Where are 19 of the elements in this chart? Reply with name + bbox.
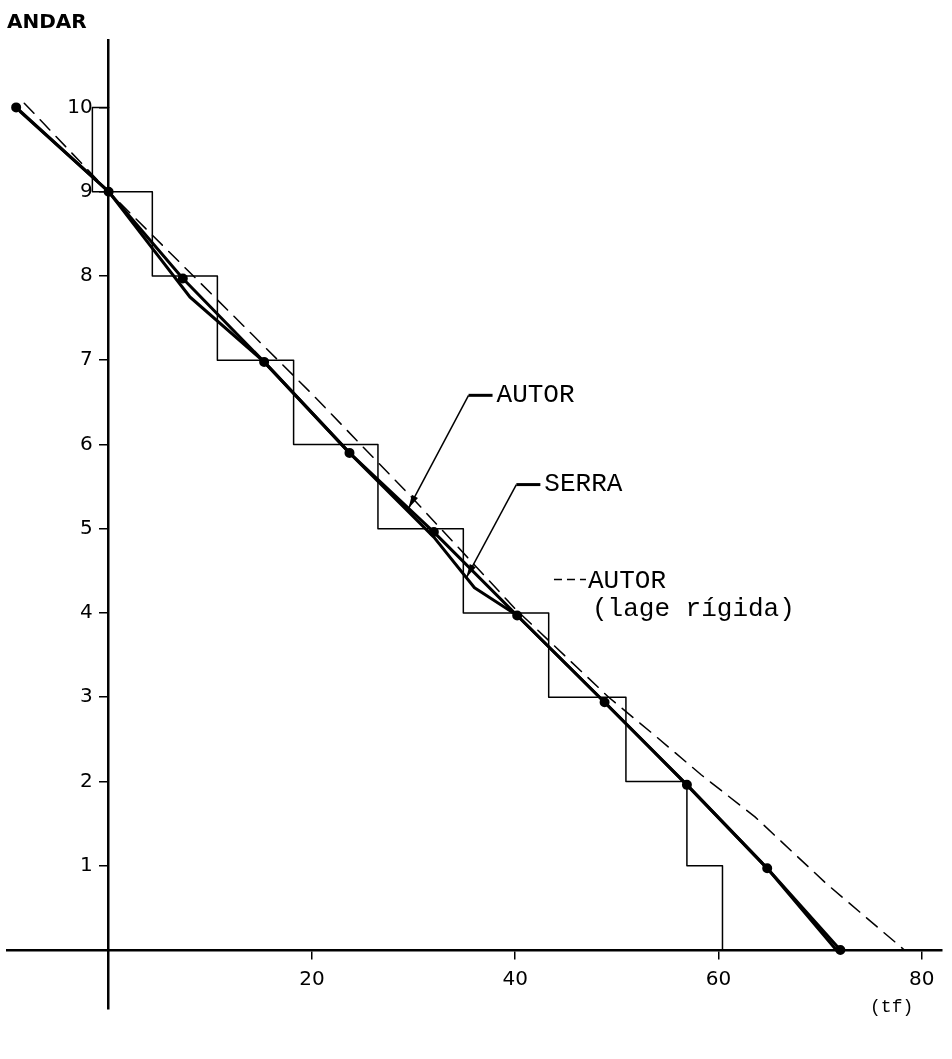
y-tick-label: 8 [79,262,93,287]
y-tick-label: 9 [79,177,93,202]
legend-label: AUTOR (lage rígida) [587,566,795,625]
legend-label: SERRA [544,469,623,500]
y-tick-label: 6 [79,430,93,455]
x-axis-title: (tf) [870,997,914,1018]
x-tick-label: 20 [299,966,325,991]
y-tick-label: 5 [79,514,93,539]
x-tick-label: 40 [502,966,528,991]
y-tick-label: 3 [79,683,93,708]
y-tick-label: 4 [79,599,93,624]
y-axis-title: ANDAR [6,9,87,33]
x-tick-label: 60 [705,966,732,991]
legend-label: AUTOR [496,380,575,411]
y-tick-label: 7 [79,346,93,371]
y-tick-label: 2 [79,767,93,792]
x-tick-label: 80 [908,966,935,991]
y-tick-label: 10 [67,93,93,118]
y-tick-label: 1 [79,851,93,876]
